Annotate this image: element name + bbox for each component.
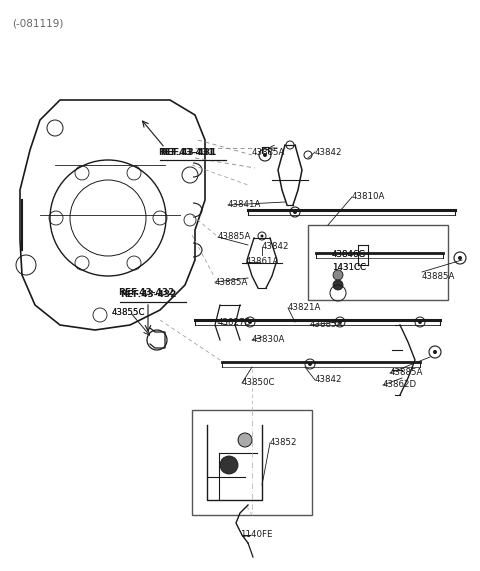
Circle shape: [433, 350, 437, 354]
Text: REF.43-431: REF.43-431: [160, 148, 216, 157]
Text: 43841A: 43841A: [228, 200, 262, 209]
Text: 43885A: 43885A: [215, 278, 248, 287]
Circle shape: [338, 320, 342, 324]
Text: 43885A: 43885A: [422, 272, 456, 281]
Text: 43885A: 43885A: [252, 148, 286, 157]
Circle shape: [333, 280, 343, 290]
Text: 43855C: 43855C: [112, 308, 145, 317]
Text: 1140FE: 1140FE: [240, 530, 273, 539]
Text: 43861A: 43861A: [246, 257, 279, 266]
Text: 43827B: 43827B: [218, 318, 252, 327]
Text: 43852: 43852: [270, 438, 298, 447]
Text: REF.43-431: REF.43-431: [158, 148, 215, 157]
Circle shape: [263, 153, 267, 157]
Text: 1431CC: 1431CC: [332, 263, 366, 272]
Bar: [308, 225, 448, 300]
Bar: [192, 410, 312, 515]
Circle shape: [333, 270, 343, 280]
Text: 43862D: 43862D: [383, 380, 417, 389]
Text: REF.43-432: REF.43-432: [120, 290, 176, 299]
Circle shape: [458, 256, 462, 260]
Text: 43855C: 43855C: [112, 308, 145, 317]
Text: 43842: 43842: [315, 375, 343, 384]
Text: 43846G: 43846G: [332, 250, 366, 259]
Circle shape: [293, 210, 297, 214]
Circle shape: [238, 433, 252, 447]
Text: 43885A: 43885A: [310, 320, 343, 329]
Text: 43885A: 43885A: [390, 368, 423, 377]
Text: 1431CC: 1431CC: [332, 263, 366, 272]
Circle shape: [308, 362, 312, 366]
Text: 43842: 43842: [315, 148, 343, 157]
Circle shape: [220, 456, 238, 474]
Circle shape: [261, 235, 264, 238]
Circle shape: [418, 320, 422, 324]
Text: 43810A: 43810A: [352, 192, 385, 201]
Text: 43846G: 43846G: [332, 250, 366, 259]
Text: 43850C: 43850C: [242, 378, 276, 387]
Text: 43842: 43842: [262, 242, 289, 251]
Text: REF.43-432: REF.43-432: [118, 288, 174, 297]
Text: (-081119): (-081119): [12, 18, 63, 28]
Text: 43885A: 43885A: [218, 232, 252, 241]
Text: 43821A: 43821A: [288, 303, 322, 312]
Circle shape: [248, 320, 252, 324]
Text: 43830A: 43830A: [252, 335, 286, 344]
